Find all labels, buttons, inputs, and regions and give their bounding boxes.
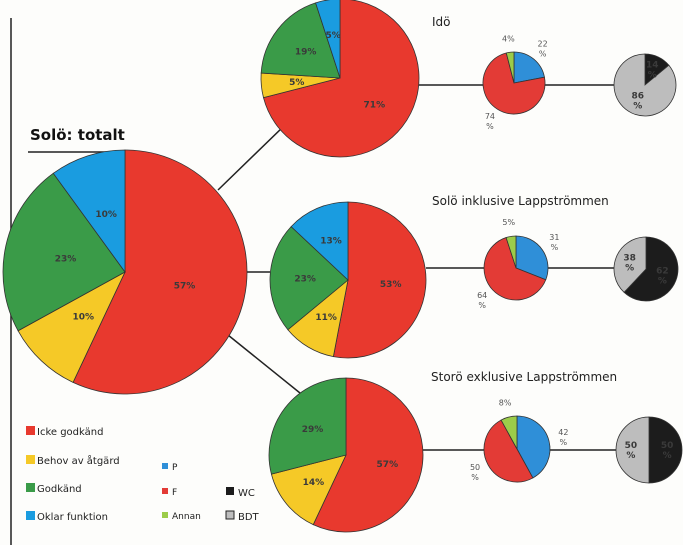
ido-status-label-oklar_funktion: 5%	[326, 31, 341, 41]
total-slice-oklar_funktion	[52, 149, 126, 274]
pie-charts	[2, 0, 683, 533]
total-label-icke_godkand: 57%	[174, 281, 196, 291]
ido-toilet-label-BDT: 86%	[631, 91, 644, 111]
ido-type-slice-F	[482, 52, 546, 115]
legend-swatch-godkand	[26, 483, 35, 492]
total-slice-godkand	[2, 172, 126, 332]
exkl-type-label-Annan: 8%	[499, 398, 512, 407]
legend-swatch-p	[162, 463, 168, 469]
ido-status-slice-icke_godkand	[262, 0, 420, 158]
inkl-status-label-oklar_funktion: 13%	[320, 236, 342, 246]
total-title: Solö: totalt	[30, 126, 125, 144]
inkl-title: Solö inklusive Lappströmmen	[432, 194, 609, 208]
exkl-title: Storö exklusive Lappströmmen	[431, 370, 617, 384]
ido-type-slice-Annan	[505, 51, 515, 84]
legend-label-bdt: BDT	[238, 512, 260, 523]
legend-label-behov-av-atgard: Behov av åtgärd	[37, 454, 120, 467]
ido-toilet-label-WC: 14%	[646, 60, 659, 80]
inkl-toilet-label-BDT: 38%	[623, 253, 636, 273]
legend-label-f: F	[172, 488, 177, 498]
inkl-status-slice-icke_godkand	[332, 201, 427, 359]
exkl-status-slice-icke_godkand	[312, 377, 424, 533]
inkl-type-label-Annan: 5%	[502, 218, 515, 227]
legend-label-godkand: Godkänd	[37, 484, 82, 495]
ido-type-label-P: 22%	[538, 39, 548, 58]
exkl-type-slice-Annan	[500, 415, 518, 450]
legend-label-oklar-funktion: Oklar funktion	[37, 512, 108, 523]
total-label-godkand: 23%	[55, 254, 77, 264]
inkl-status-slice-godkand	[269, 226, 349, 331]
ido-type-slice-P	[513, 51, 545, 84]
ido-status-slice-godkand	[260, 2, 341, 79]
exkl-toilet-slice-WC	[648, 416, 683, 484]
ido-status-label-icke_godkand: 71%	[364, 100, 386, 110]
total-label-behov_av_atgard: 10%	[72, 312, 94, 322]
inkl-toilet-slice-WC	[623, 236, 679, 302]
ido-type-label-Annan: 4%	[502, 34, 515, 43]
inkl-status-slice-oklar_funktion	[290, 201, 349, 281]
legend-label-icke-godkand: Icke godkänd	[37, 427, 103, 438]
total-slice-icke_godkand	[72, 149, 248, 395]
legend-swatch-behov-av-atgard	[26, 455, 35, 464]
legend: Icke godkänd Behov av åtgärd Godkänd Okl…	[26, 426, 260, 523]
inkl-type-label-P: 31%	[549, 232, 559, 251]
legend-swatch-f	[162, 488, 168, 494]
ido-status-slice-oklar_funktion	[315, 0, 341, 79]
exkl-status-label-godkand: 29%	[302, 425, 324, 435]
inkl-type-slice-P	[515, 235, 549, 281]
legend-label-wc: WC	[238, 488, 255, 499]
exkl-toilet-slice-BDT	[615, 416, 650, 484]
legend-swatch-wc	[226, 487, 234, 495]
inkl-type-slice-F	[483, 237, 547, 301]
connector-lines	[28, 84, 616, 451]
inkl-status-label-behov_av_atgard: 11%	[315, 312, 337, 322]
legend-label-p: P	[172, 463, 178, 473]
slice-labels: 57%10%23%10%71%5%19%5%22 %74 %4%14 %86 %53%1…	[55, 31, 674, 488]
inkl-toilet-slice-BDT	[613, 236, 647, 293]
exkl-type-slice-F	[483, 419, 534, 483]
exkl-toilet-label-BDT: 50%	[625, 441, 638, 461]
exkl-type-label-P: 42%	[558, 428, 568, 447]
legend-swatch-oklar-funktion	[26, 511, 35, 520]
exkl-type-slice-P	[516, 415, 551, 479]
exkl-status-slice-godkand	[268, 377, 347, 475]
exkl-toilet-label-WC: 50%	[661, 441, 674, 461]
ido-title: Idö	[432, 15, 451, 29]
inkl-type-label-F: 64%	[477, 290, 487, 309]
legend-swatch-bdt	[225, 510, 235, 520]
inkl-type-slice-Annan	[505, 235, 517, 269]
connector-total-to-exkl	[227, 334, 301, 394]
inkl-status-label-icke_godkand: 53%	[380, 280, 402, 290]
inkl-status-label-godkand: 23%	[294, 274, 316, 284]
exkl-status-label-behov_av_atgard: 14%	[303, 477, 325, 487]
legend-swatch-icke-godkand	[26, 426, 35, 435]
legend-label-annan: Annan	[172, 512, 201, 522]
connector-total-to-ido	[217, 124, 286, 191]
total-slice-behov_av_atgard	[17, 271, 126, 383]
exkl-status-slice-behov_av_atgard	[270, 454, 347, 526]
ido-status-label-godkand: 19%	[295, 47, 317, 57]
inkl-toilet-label-WC: 62%	[656, 266, 669, 286]
exkl-status-label-icke_godkand: 57%	[377, 460, 399, 470]
ido-type-label-F: 74%	[485, 111, 495, 130]
legend-swatch-annan	[162, 512, 168, 518]
ido-toilet-slice-BDT	[613, 53, 677, 117]
total-label-oklar_funktion: 10%	[95, 209, 117, 219]
ido-status-label-behov_av_atgard: 5%	[289, 78, 304, 88]
exkl-type-label-F: 50%	[470, 463, 480, 482]
